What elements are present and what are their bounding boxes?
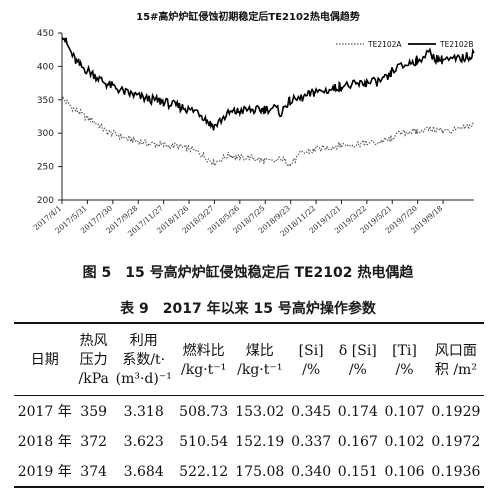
- table-cell: 0.167: [337, 434, 378, 450]
- column-header-line: [Ti]: [392, 342, 417, 359]
- column-header-line: 日期: [30, 352, 59, 368]
- series-line-te2102a: [61, 96, 475, 168]
- column-header: [Ti] /%: [381, 323, 428, 396]
- y-tick-label: 200: [37, 196, 54, 206]
- table-body: 2017 年 359 3.318 508.73 153.02 0.345 0.174 0.10…: [14, 396, 484, 487]
- chart-container: 15#高炉炉缸侵蚀初期稳定后TE2102热电偶趋势 200 250 300 350 400…: [32, 10, 475, 238]
- table-cell: 508.73: [179, 404, 229, 420]
- column-header: δ [Si] /%: [335, 323, 382, 396]
- column-header-line: δ [Si]: [338, 342, 377, 359]
- y-tick-label: 250: [37, 163, 54, 173]
- table-cell: 0.107: [384, 404, 425, 420]
- table-cell: 153.02: [235, 404, 285, 420]
- column-header-line: /kg·t⁻¹: [237, 361, 283, 378]
- row-year-cell: 2018 年: [17, 434, 72, 450]
- column-header-line: [Si]: [298, 342, 324, 359]
- table-header-row: 日期 热风 压力/kPa 利用 系数/t· (m³·d)⁻¹ 燃料比/kg·t⁻¹ 煤比/kg…: [14, 323, 484, 396]
- table-cell: 359: [80, 404, 108, 420]
- table-cell: 175.08: [235, 464, 285, 480]
- column-header-line: 热风: [79, 333, 108, 349]
- table-cell: 0.340: [291, 464, 332, 480]
- table-cell: 374: [80, 464, 108, 480]
- operation-params-table: 日期 热风 压力/kPa 利用 系数/t· (m³·d)⁻¹ 燃料比/kg·t⁻¹ 煤比/kg…: [14, 322, 484, 488]
- table-cell: 0.174: [337, 404, 378, 420]
- column-header-line: /kg·t⁻¹: [181, 361, 227, 378]
- column-header-line: (m³·d)⁻¹: [115, 371, 172, 387]
- table-title: 表 9 2017 年以来 15 号高炉操作参数: [120, 301, 376, 317]
- y-tick-label: 350: [37, 96, 54, 106]
- column-header: 燃料比/kg·t⁻¹: [176, 323, 232, 396]
- y-tick-label: 450: [37, 29, 54, 39]
- series-line-te2102b: [61, 37, 475, 131]
- legend-label: TE2102B: [439, 40, 474, 49]
- column-header: [Si] /%: [288, 323, 335, 396]
- table-row: 2017 年 359 3.318 508.73 153.02 0.345 0.174 0.10…: [14, 396, 484, 427]
- column-header-line: 利用: [129, 333, 158, 349]
- table-cell: 3.623: [123, 434, 164, 450]
- table-cell: 0.1936: [431, 464, 481, 480]
- table-cell: 0.345: [291, 404, 332, 420]
- column-header-line: 系数/t·: [122, 352, 166, 368]
- legend-label: TE2102A: [367, 40, 402, 49]
- table-cell: 3.684: [123, 464, 164, 480]
- table-cell: 0.151: [337, 464, 378, 480]
- column-header-line: 煤比: [245, 342, 274, 359]
- column-header-line: 风口面: [434, 342, 477, 359]
- column-header-line: 压力: [79, 352, 108, 368]
- column-header: 日期: [14, 323, 76, 396]
- line-chart: 15#高炉炉缸侵蚀初期稳定后TE2102热电偶趋势 200 250 300 350 400…: [32, 10, 475, 238]
- figure-caption: 图 5 15 号高炉炉缸侵蚀稳定后 TE2102 热电偶趋: [82, 265, 414, 281]
- table-row: 2019 年 374 3.684 522.12 175.08 0.340 0.151 0.10…: [14, 456, 484, 487]
- row-year-cell: 2017 年: [17, 404, 72, 420]
- y-tick-label: 400: [37, 62, 54, 72]
- table-cell: 0.337: [291, 434, 332, 450]
- table-cell: 0.106: [384, 464, 425, 480]
- column-header-line: /kPa: [78, 371, 109, 387]
- table-header: 日期 热风 压力/kPa 利用 系数/t· (m³·d)⁻¹ 燃料比/kg·t⁻¹ 煤比/kg…: [14, 323, 484, 396]
- column-header-line: /%: [348, 361, 367, 378]
- table-cell: 0.102: [384, 434, 425, 450]
- chart-title: 15#高炉炉缸侵蚀初期稳定后TE2102热电偶趋势: [136, 10, 360, 23]
- y-tick-label: 300: [37, 129, 54, 139]
- column-header-line: /%: [395, 361, 414, 378]
- column-header: 煤比/kg·t⁻¹: [232, 323, 288, 396]
- column-header: 利用系数/t· (m³·d)⁻¹: [112, 323, 176, 396]
- column-header: 风口面积 /m²: [428, 323, 484, 396]
- column-header-line: /%: [302, 361, 321, 378]
- column-header-line: 燃料比: [182, 342, 225, 359]
- table-cell: 0.1929: [431, 404, 481, 420]
- table-cell: 522.12: [179, 464, 229, 480]
- table-cell: 3.318: [123, 404, 164, 420]
- table-cell: 510.54: [179, 434, 229, 450]
- column-header-line: 积 /m²: [434, 361, 477, 378]
- row-year-cell: 2019 年: [17, 464, 72, 480]
- table-cell: 152.19: [235, 434, 285, 450]
- table-row: 2018 年 372 3.623 510.54 152.19 0.337 0.167 0.10…: [14, 426, 484, 456]
- column-header: 热风压力/kPa: [76, 323, 112, 396]
- table-cell: 0.1972: [431, 434, 481, 450]
- table-cell: 372: [80, 434, 108, 450]
